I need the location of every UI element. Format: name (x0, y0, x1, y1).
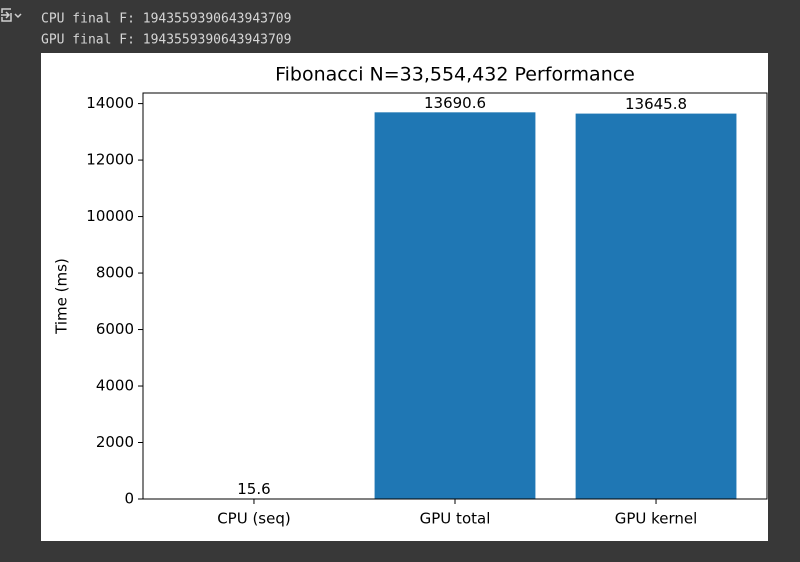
y-tick-label: 4000 (96, 377, 134, 395)
y-axis-label: Time (ms) (53, 258, 71, 335)
x-tick-label: GPU total (420, 510, 491, 528)
bar (374, 112, 536, 499)
data-label: 13690.6 (424, 94, 486, 112)
output-icon[interactable] (1, 8, 22, 22)
y-tick-label: 6000 (96, 320, 134, 338)
data-label: 13645.8 (625, 95, 687, 113)
y-tick-label: 12000 (86, 151, 134, 169)
chart-title: Fibonacci N=33,554,432 Performance (275, 64, 635, 86)
y-tick-label: 14000 (86, 94, 134, 112)
data-label: 15.6 (237, 480, 270, 498)
x-tick-label: GPU kernel (615, 510, 698, 528)
output-line: GPU final F: 1943559390643943709 (41, 33, 291, 48)
output-line: CPU final F: 1943559390643943709 (41, 12, 291, 27)
x-tick-label: CPU (seq) (217, 510, 291, 528)
y-tick-label: 2000 (96, 433, 134, 451)
y-tick-label: 10000 (86, 207, 134, 225)
y-tick-label: 8000 (96, 264, 134, 282)
plot-frame (142, 92, 768, 500)
bar (575, 113, 737, 499)
chart: Fibonacci N=33,554,432 Performance Time … (53, 64, 768, 528)
y-tick-label: 0 (124, 490, 134, 508)
